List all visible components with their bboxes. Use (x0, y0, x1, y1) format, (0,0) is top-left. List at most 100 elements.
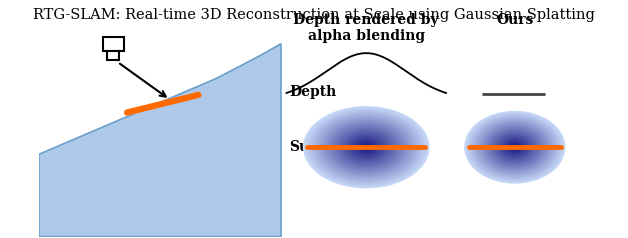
Ellipse shape (504, 139, 526, 155)
Ellipse shape (479, 122, 550, 173)
Ellipse shape (487, 128, 542, 167)
Ellipse shape (317, 115, 416, 179)
Ellipse shape (500, 136, 530, 158)
Ellipse shape (511, 144, 519, 150)
Ellipse shape (507, 141, 523, 153)
Ellipse shape (492, 131, 537, 163)
Ellipse shape (352, 138, 380, 156)
Ellipse shape (355, 140, 377, 155)
Ellipse shape (342, 132, 390, 163)
Ellipse shape (320, 117, 413, 178)
Ellipse shape (321, 118, 412, 177)
Ellipse shape (474, 117, 556, 177)
Ellipse shape (361, 144, 371, 150)
Ellipse shape (360, 143, 372, 151)
Ellipse shape (359, 142, 374, 152)
Ellipse shape (489, 128, 541, 166)
Ellipse shape (338, 129, 394, 165)
Ellipse shape (512, 146, 517, 149)
Ellipse shape (509, 143, 521, 152)
Ellipse shape (356, 141, 376, 154)
Ellipse shape (482, 124, 547, 171)
Ellipse shape (344, 132, 389, 162)
Ellipse shape (484, 125, 545, 169)
Ellipse shape (345, 133, 387, 161)
FancyBboxPatch shape (103, 37, 124, 51)
Ellipse shape (479, 121, 551, 174)
Ellipse shape (482, 123, 548, 171)
Ellipse shape (330, 123, 403, 171)
Ellipse shape (318, 116, 414, 178)
Text: Depth: Depth (290, 85, 337, 99)
Ellipse shape (331, 124, 402, 170)
Ellipse shape (470, 115, 560, 179)
Ellipse shape (323, 119, 409, 175)
Ellipse shape (332, 125, 401, 169)
Ellipse shape (336, 128, 397, 167)
Ellipse shape (484, 125, 546, 170)
Ellipse shape (362, 145, 370, 150)
Ellipse shape (487, 127, 543, 168)
Ellipse shape (507, 142, 522, 152)
Ellipse shape (337, 128, 396, 166)
Ellipse shape (510, 144, 520, 151)
Ellipse shape (474, 118, 555, 176)
Ellipse shape (316, 114, 417, 180)
Ellipse shape (514, 147, 516, 148)
Ellipse shape (497, 135, 532, 160)
Ellipse shape (354, 139, 379, 155)
Ellipse shape (499, 136, 531, 159)
Ellipse shape (347, 135, 385, 159)
Ellipse shape (346, 134, 386, 160)
Ellipse shape (306, 108, 427, 187)
Text: Ours: Ours (496, 13, 533, 27)
Ellipse shape (465, 111, 565, 183)
Ellipse shape (492, 130, 538, 164)
Ellipse shape (480, 122, 549, 172)
FancyBboxPatch shape (107, 51, 119, 60)
Ellipse shape (341, 131, 391, 164)
Ellipse shape (333, 126, 399, 169)
Ellipse shape (490, 130, 539, 165)
Ellipse shape (502, 138, 528, 157)
Polygon shape (39, 44, 281, 237)
Ellipse shape (494, 133, 535, 162)
Ellipse shape (327, 122, 406, 173)
Ellipse shape (326, 121, 407, 174)
Ellipse shape (328, 123, 404, 172)
Ellipse shape (364, 146, 369, 149)
Text: Surface: Surface (290, 140, 349, 154)
Ellipse shape (476, 119, 553, 175)
Ellipse shape (477, 120, 552, 174)
Ellipse shape (325, 120, 408, 174)
Ellipse shape (303, 106, 430, 188)
Ellipse shape (349, 136, 384, 159)
Ellipse shape (505, 140, 525, 154)
Ellipse shape (308, 109, 425, 185)
Ellipse shape (311, 111, 422, 183)
Ellipse shape (322, 119, 411, 176)
Ellipse shape (357, 141, 375, 153)
Ellipse shape (464, 111, 565, 184)
Ellipse shape (495, 133, 534, 161)
Ellipse shape (313, 113, 420, 182)
Ellipse shape (365, 146, 367, 148)
Ellipse shape (501, 137, 529, 157)
Ellipse shape (494, 132, 536, 163)
Ellipse shape (468, 114, 561, 181)
Ellipse shape (351, 137, 381, 157)
Ellipse shape (315, 114, 418, 181)
Ellipse shape (304, 107, 428, 188)
Ellipse shape (310, 110, 423, 184)
Ellipse shape (467, 113, 562, 182)
Ellipse shape (307, 109, 426, 186)
Ellipse shape (466, 112, 563, 182)
Ellipse shape (485, 126, 544, 168)
Text: RTG-SLAM: Real-time 3D Reconstruction at Scale using Gaussian Splatting: RTG-SLAM: Real-time 3D Reconstruction at… (33, 8, 595, 22)
Ellipse shape (335, 127, 398, 168)
Ellipse shape (312, 112, 421, 183)
Text: Depth rendered by
alpha blending: Depth rendered by alpha blending (293, 13, 439, 43)
Ellipse shape (472, 117, 557, 178)
Ellipse shape (340, 130, 393, 164)
Ellipse shape (506, 141, 524, 154)
